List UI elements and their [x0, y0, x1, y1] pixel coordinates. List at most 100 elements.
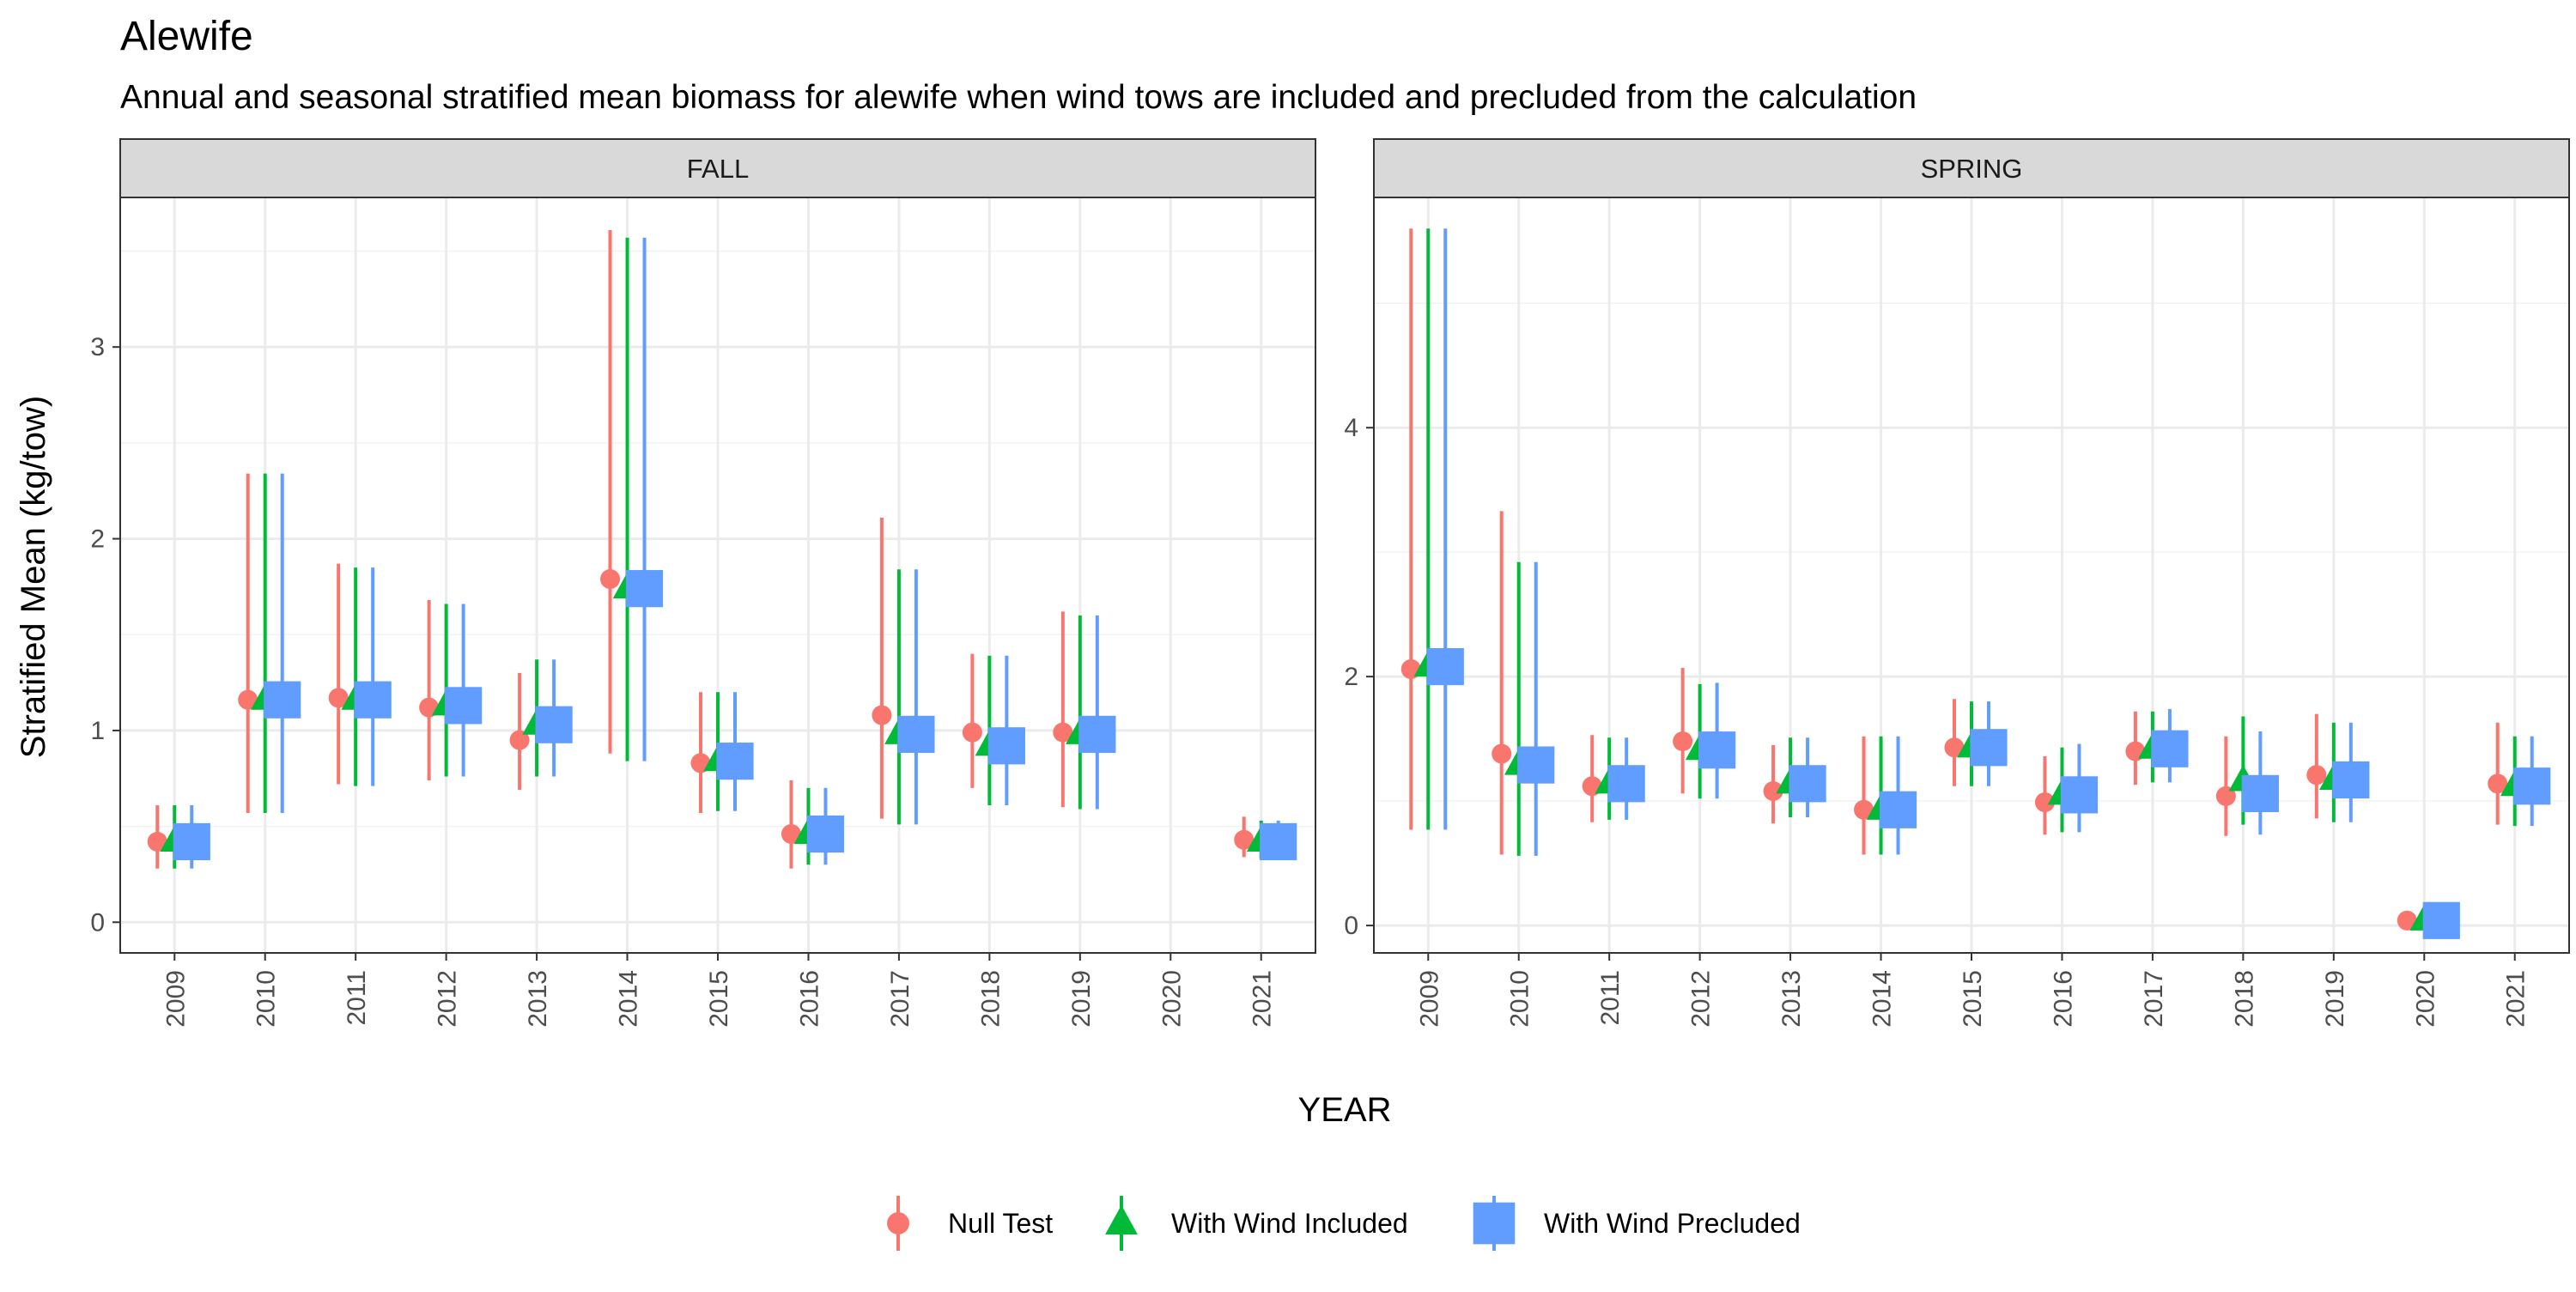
data-point — [2306, 765, 2327, 786]
data-point — [1426, 647, 1464, 686]
data-point — [872, 705, 892, 725]
y-tick-label: 1 — [90, 717, 105, 745]
data-point — [1698, 731, 1736, 769]
facet-strip — [119, 138, 1316, 198]
panels-layer: FALL 0 1 2 3 2009 2010 2011 2012 2013 2014 2015 2016… — [90, 138, 2570, 1028]
y-tick-label: 4 — [1344, 414, 1358, 442]
data-point — [238, 689, 258, 710]
data-point — [716, 743, 754, 780]
panel-border — [119, 197, 1316, 954]
panel-spring: SPRING 0 2 4 2009 2010 2011 2012 2013 2014 2015 201… — [1344, 138, 2570, 1028]
x-tick-label: 2011 — [1596, 970, 1625, 1026]
x-tick-label: 2020 — [2411, 970, 2439, 1028]
y-tick-label: 0 — [1344, 912, 1358, 940]
data-point — [2034, 792, 2055, 813]
data-point — [2241, 774, 2279, 813]
data-point — [600, 568, 621, 589]
facet-strip — [1373, 138, 2570, 198]
data-point — [2422, 901, 2460, 939]
x-tick-label: 2018 — [976, 970, 1005, 1028]
data-point — [2215, 786, 2236, 806]
x-tick-label: 2021 — [2502, 970, 2530, 1028]
legend-label: With Wind Precluded — [1544, 1208, 1801, 1239]
series-with-wind-precluded — [173, 237, 1297, 869]
x-tick-label: 2017 — [886, 970, 914, 1028]
x-tick-label: 2020 — [1157, 970, 1186, 1028]
y-tick-label: 2 — [90, 525, 105, 554]
x-tick-label: 2012 — [434, 970, 462, 1028]
legend-item: Null Test — [887, 1196, 1053, 1251]
legend-label: Null Test — [948, 1208, 1053, 1239]
legend-item: With Wind Included — [1105, 1196, 1408, 1251]
data-point — [2332, 761, 2370, 799]
x-tick-label: 2011 — [343, 970, 371, 1026]
data-point — [509, 730, 530, 750]
data-point — [1234, 829, 1255, 850]
data-point — [1854, 799, 1874, 820]
data-point — [445, 687, 483, 725]
x-tick-label: 2012 — [1687, 970, 1716, 1028]
y-axis-title: Stratified Mean (kg/tow) — [15, 396, 52, 758]
data-point — [962, 722, 982, 743]
y-tick-label: 0 — [90, 908, 105, 937]
y-tick-label: 3 — [90, 333, 105, 361]
data-point — [1260, 822, 1297, 861]
data-point — [806, 815, 845, 853]
data-point — [1789, 765, 1826, 803]
x-tick-label: 2018 — [2230, 970, 2258, 1028]
data-point — [1078, 715, 1116, 753]
data-point — [2513, 767, 2551, 805]
chart-title: Alewife — [120, 14, 253, 59]
x-tick-label: 2015 — [1959, 970, 1987, 1028]
data-point — [987, 727, 1025, 765]
x-tick-label: 2019 — [2321, 970, 2349, 1028]
data-point — [264, 681, 301, 719]
facet-label: FALL — [687, 154, 749, 184]
data-point — [1053, 722, 1073, 743]
data-point — [625, 570, 664, 608]
x-tick-label: 2015 — [705, 970, 733, 1028]
data-point — [2151, 730, 2189, 767]
facet-label: SPRING — [1921, 154, 2023, 184]
x-axis-title: YEAR — [1298, 1091, 1392, 1129]
data-point — [173, 822, 210, 861]
x-tick-label: 2016 — [795, 970, 823, 1028]
data-point — [535, 706, 573, 743]
y-tick-label: 2 — [1344, 663, 1358, 691]
data-point — [354, 681, 392, 719]
x-tick-label: 2010 — [252, 970, 281, 1028]
legend-item: With Wind Precluded — [1473, 1196, 1801, 1251]
legend-key-marker — [1105, 1204, 1138, 1234]
x-tick-label: 2009 — [161, 970, 190, 1028]
panel-border — [1373, 197, 2570, 954]
x-tick-label: 2009 — [1415, 970, 1443, 1028]
x-tick-label: 2016 — [2049, 970, 2077, 1028]
x-tick-label: 2013 — [524, 970, 552, 1028]
data-point — [328, 688, 349, 708]
legend-label: With Wind Included — [1171, 1208, 1408, 1239]
panel-fall: FALL 0 1 2 3 2009 2010 2011 2012 2013 2014 2015 2016… — [90, 138, 1316, 1028]
data-point — [1607, 765, 1645, 803]
legend-key-marker — [1473, 1202, 1516, 1245]
data-point — [1879, 791, 1917, 828]
data-point — [897, 715, 935, 753]
data-point — [2488, 773, 2508, 794]
legend-key-marker — [887, 1212, 909, 1234]
x-tick-label: 2014 — [615, 970, 643, 1028]
data-point — [781, 824, 801, 845]
x-tick-label: 2021 — [1249, 970, 1277, 1028]
series-null-test — [147, 229, 1255, 869]
x-tick-label: 2017 — [2140, 970, 2168, 1028]
series-with-wind-precluded — [1426, 228, 2551, 939]
data-point — [147, 831, 167, 852]
data-point — [2060, 776, 2099, 814]
x-tick-label: 2013 — [1777, 970, 1806, 1028]
data-point — [2397, 910, 2417, 931]
data-point — [1970, 729, 2008, 767]
data-point — [1492, 743, 1512, 764]
data-point — [1517, 746, 1555, 784]
data-point — [1944, 737, 1965, 758]
x-tick-label: 2010 — [1506, 970, 1534, 1028]
